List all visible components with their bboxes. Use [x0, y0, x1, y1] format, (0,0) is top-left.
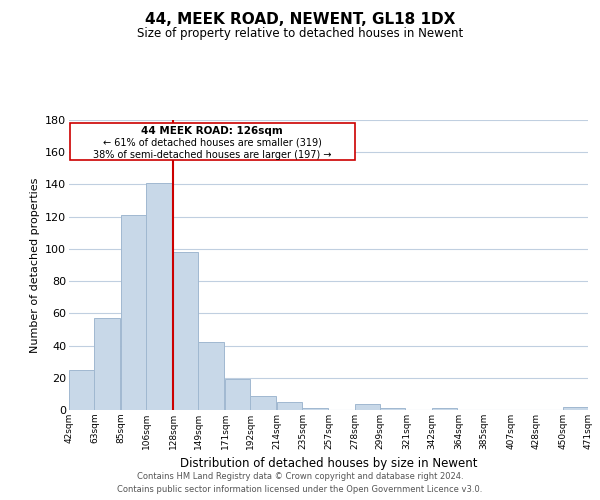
Bar — [432, 408, 457, 410]
Text: Contains HM Land Registry data © Crown copyright and database right 2024.: Contains HM Land Registry data © Crown c… — [137, 472, 463, 481]
Bar — [146, 183, 172, 410]
Bar — [380, 408, 406, 410]
Text: Size of property relative to detached houses in Newent: Size of property relative to detached ho… — [137, 28, 463, 40]
Bar — [69, 370, 94, 410]
Text: 44, MEEK ROAD, NEWENT, GL18 1DX: 44, MEEK ROAD, NEWENT, GL18 1DX — [145, 12, 455, 28]
Text: Contains public sector information licensed under the Open Government Licence v3: Contains public sector information licen… — [118, 485, 482, 494]
Bar — [355, 404, 380, 410]
Bar — [199, 342, 224, 410]
X-axis label: Distribution of detached houses by size in Newent: Distribution of detached houses by size … — [180, 458, 477, 470]
Text: ← 61% of detached houses are smaller (319): ← 61% of detached houses are smaller (31… — [103, 138, 322, 147]
FancyBboxPatch shape — [70, 123, 355, 160]
Bar — [277, 402, 302, 410]
Bar — [94, 318, 120, 410]
Bar — [121, 215, 146, 410]
Bar — [225, 380, 250, 410]
Text: 44 MEEK ROAD: 126sqm: 44 MEEK ROAD: 126sqm — [142, 126, 283, 136]
Bar — [563, 407, 588, 410]
Bar — [173, 252, 199, 410]
Bar — [250, 396, 276, 410]
Text: 38% of semi-detached houses are larger (197) →: 38% of semi-detached houses are larger (… — [93, 150, 332, 160]
Bar — [302, 408, 328, 410]
Y-axis label: Number of detached properties: Number of detached properties — [29, 178, 40, 352]
